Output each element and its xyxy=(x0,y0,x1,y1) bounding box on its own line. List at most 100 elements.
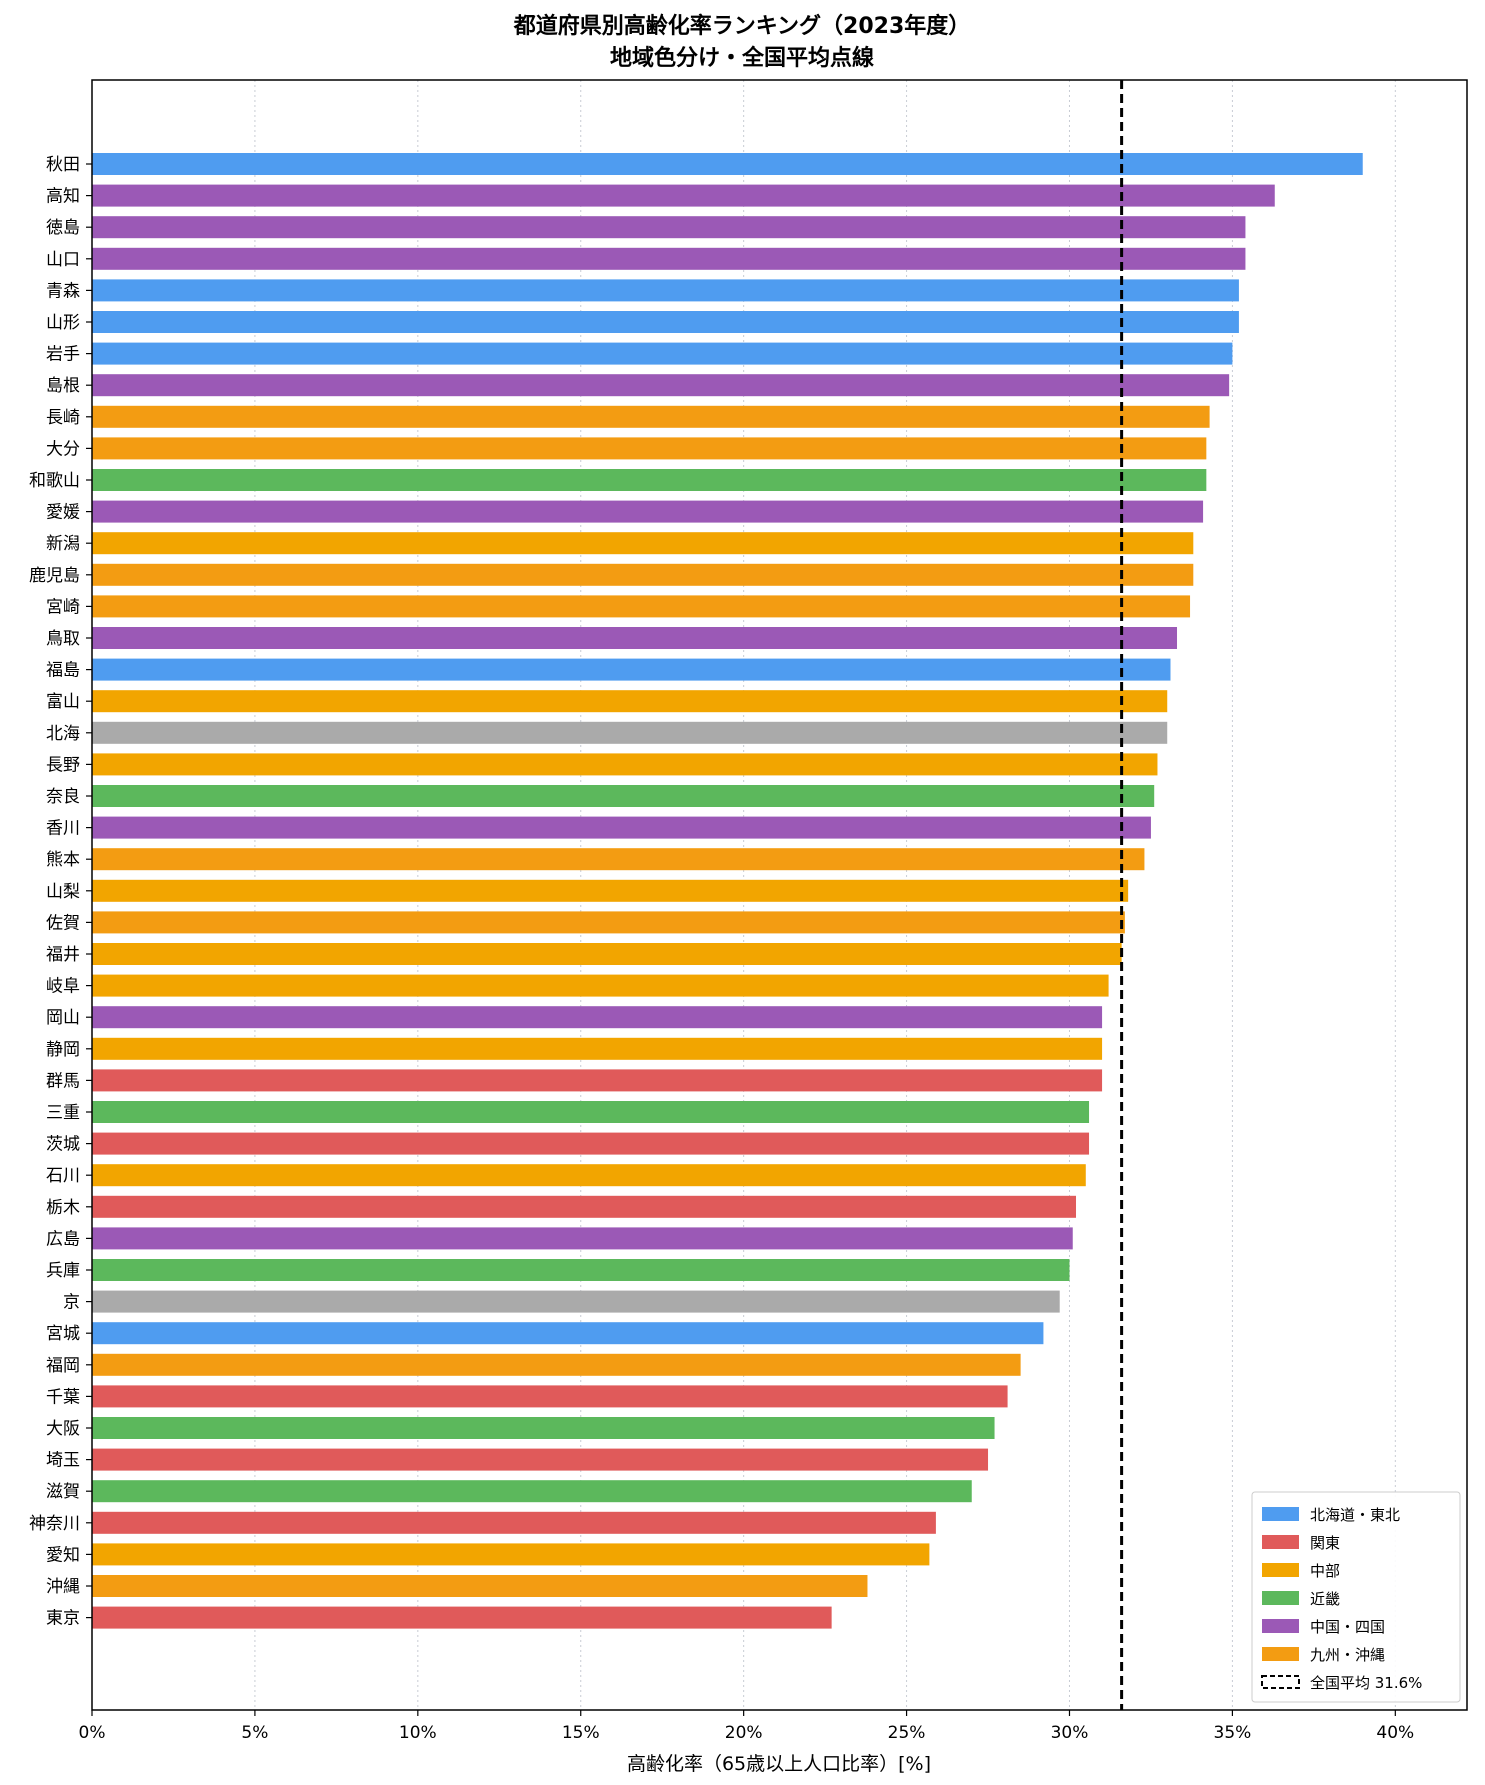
y-tick-label: 群馬 xyxy=(46,1071,80,1091)
y-tick-label: 岐阜 xyxy=(46,977,80,997)
y-tick-label: 埼玉 xyxy=(46,1451,80,1471)
y-tick-label: 北海 xyxy=(46,724,80,744)
y-tick-label: 長野 xyxy=(46,755,80,775)
bar xyxy=(92,1132,1090,1155)
legend-swatch xyxy=(1262,1591,1299,1605)
legend-box xyxy=(1251,1491,1461,1703)
x-tick-label: 5% xyxy=(241,1723,268,1743)
legend-label: 北海道・東北 xyxy=(1310,1506,1400,1524)
y-tick-labels: 秋田高知徳島山口青森山形岩手島根長崎大分和歌山愛媛新潟鹿児島宮崎鳥取福島富山北海… xyxy=(29,155,92,1629)
y-tick-label: 愛知 xyxy=(46,1545,80,1565)
bar xyxy=(92,500,1204,523)
bar xyxy=(92,595,1191,618)
bar xyxy=(92,1543,930,1566)
bar xyxy=(92,1164,1086,1187)
bar xyxy=(92,1069,1103,1092)
bar xyxy=(92,247,1246,270)
y-tick-label: 広島 xyxy=(46,1229,80,1249)
bar xyxy=(92,153,1363,175)
y-tick-label: 奈良 xyxy=(46,787,80,807)
x-tick-label: 20% xyxy=(725,1723,763,1743)
chart-title: 都道府県別高齢化率ランキング（2023年度） xyxy=(513,13,971,39)
legend-label: 関東 xyxy=(1310,1534,1340,1552)
y-tick-label: 石川 xyxy=(46,1166,80,1186)
bar xyxy=(92,1101,1090,1123)
y-tick-label: 佐賀 xyxy=(46,913,80,933)
bar xyxy=(92,1195,1077,1218)
bar xyxy=(92,1480,972,1503)
y-tick-label: 大分 xyxy=(46,439,80,459)
x-tick-label: 25% xyxy=(888,1723,926,1743)
bar xyxy=(92,279,1239,302)
bar xyxy=(92,753,1158,776)
y-tick-label: 島根 xyxy=(46,376,80,396)
bar xyxy=(92,785,1155,807)
y-tick-label: 鹿児島 xyxy=(29,566,80,586)
y-tick-label: 静岡 xyxy=(46,1040,80,1060)
y-tick-label: 青森 xyxy=(46,281,80,301)
bar xyxy=(92,311,1239,333)
legend-swatch xyxy=(1262,1619,1299,1633)
bar xyxy=(92,437,1207,460)
legend-label: 全国平均 31.6% xyxy=(1310,1674,1422,1692)
plot-frame xyxy=(91,79,1468,1711)
bar xyxy=(92,1385,1008,1408)
bar xyxy=(92,342,1233,365)
bar xyxy=(92,1448,989,1471)
y-tick-label: 京 xyxy=(63,1293,80,1313)
bar xyxy=(92,1511,936,1534)
y-tick-label: 長崎 xyxy=(46,408,80,428)
y-tick-label: 宮崎 xyxy=(46,597,80,617)
x-tick-label: 30% xyxy=(1051,1723,1089,1743)
x-axis-label: 高齢化率（65歳以上人口比率）[%] xyxy=(627,1753,931,1775)
legend-swatch xyxy=(1262,1563,1299,1577)
y-tick-label: 徳島 xyxy=(46,218,80,238)
bar xyxy=(92,1290,1060,1313)
y-tick-label: 熊本 xyxy=(46,850,80,870)
y-tick-label: 岡山 xyxy=(46,1008,80,1028)
legend-label: 中国・四国 xyxy=(1310,1618,1385,1636)
bar xyxy=(92,1606,832,1629)
bar xyxy=(92,721,1168,744)
bar xyxy=(92,216,1246,239)
bar xyxy=(92,658,1171,681)
legend-swatch xyxy=(1262,1507,1299,1521)
y-tick-label: 新潟 xyxy=(46,534,80,554)
y-tick-label: 愛媛 xyxy=(46,503,80,523)
chart-subtitle: 地域色分け・全国平均点線 xyxy=(610,45,874,71)
y-tick-label: 高知 xyxy=(46,187,80,207)
bar xyxy=(92,469,1207,491)
y-tick-label: 福島 xyxy=(46,661,80,681)
legend-label: 中部 xyxy=(1310,1562,1340,1580)
y-tick-label: 福井 xyxy=(46,945,80,965)
bar xyxy=(92,184,1275,207)
y-tick-label: 滋賀 xyxy=(46,1482,80,1502)
y-tick-label: 福岡 xyxy=(46,1356,80,1376)
bar xyxy=(92,1417,995,1439)
legend-label: 九州・沖縄 xyxy=(1310,1646,1385,1664)
bar xyxy=(92,848,1145,871)
legend-swatch xyxy=(1262,1647,1299,1661)
y-tick-label: 東京 xyxy=(46,1609,80,1629)
bar xyxy=(92,374,1230,397)
y-tick-label: 山口 xyxy=(46,250,80,270)
bar xyxy=(92,1037,1103,1060)
y-tick-label: 沖縄 xyxy=(46,1577,80,1597)
x-tick-label: 40% xyxy=(1376,1723,1414,1743)
x-tick-labels: 0% 5% 10% 15% 20% 25% 30% 35% 40% xyxy=(79,1710,1414,1743)
bars-layer xyxy=(92,153,1363,1629)
y-tick-label: 香川 xyxy=(46,819,80,839)
y-tick-label: 神奈川 xyxy=(29,1514,80,1534)
y-tick-label: 茨城 xyxy=(46,1135,80,1155)
y-tick-label: 鳥取 xyxy=(46,629,80,649)
y-tick-label: 山梨 xyxy=(46,882,80,902)
y-tick-label: 三重 xyxy=(46,1103,80,1123)
bar xyxy=(92,1259,1070,1281)
bar xyxy=(92,690,1168,713)
y-tick-label: 秋田 xyxy=(46,155,80,175)
bar xyxy=(92,879,1129,902)
bar xyxy=(92,974,1109,997)
